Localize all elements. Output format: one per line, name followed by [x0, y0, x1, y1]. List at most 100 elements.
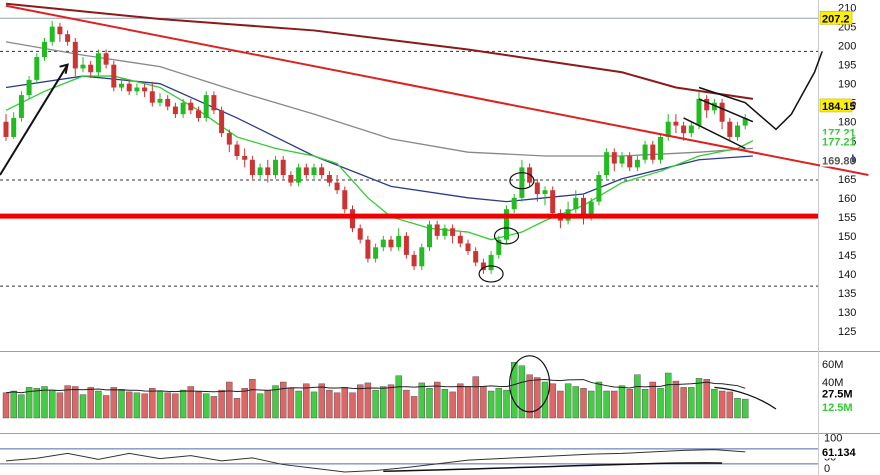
candle-body [72, 41, 78, 69]
volume-bar [87, 387, 94, 419]
candle-body [588, 201, 594, 217]
candle-body [226, 133, 232, 145]
candle-body [665, 121, 671, 137]
volume-bar [133, 392, 141, 419]
price-tag: 177.21 [822, 137, 856, 149]
oscillator-line [5, 449, 746, 473]
volume-bar [110, 387, 118, 419]
volume-bar [457, 383, 464, 419]
price-tag: 169.80 [822, 156, 856, 168]
candle-body [126, 83, 132, 92]
price-tag-box [819, 10, 853, 25]
candle-body [650, 144, 656, 160]
candle-body [319, 167, 325, 175]
candle-body [65, 34, 71, 42]
volume-bar [256, 393, 264, 419]
annotation-arrow [0, 64, 69, 176]
volume-bar [241, 388, 248, 419]
volume-tag-box [820, 386, 852, 400]
volume-bar [364, 382, 372, 419]
moving-average-line [5, 2, 754, 100]
annotation-projection [698, 51, 823, 131]
volume-bar [518, 365, 526, 419]
volume-bar [595, 381, 603, 419]
volume-bar [249, 379, 256, 419]
volume-bar [233, 398, 241, 419]
volume-bar [49, 389, 56, 419]
volume-bar [434, 381, 441, 419]
volume-bar [210, 396, 218, 419]
oscillator-tag: 61.134 [822, 447, 857, 459]
price-tick-label: 160 [838, 193, 856, 205]
candle-body [711, 102, 717, 111]
oscillator-tag-box [820, 445, 852, 459]
candle-body [519, 167, 525, 198]
volume-bar [333, 392, 341, 419]
volume-bar [541, 381, 549, 419]
volume-bar [511, 362, 518, 419]
candle-body [473, 251, 479, 263]
price-tick-label: 130 [838, 307, 856, 319]
volume-bar [95, 390, 102, 419]
candle-body [149, 91, 155, 103]
candle-body [496, 239, 502, 255]
candle-body [303, 167, 309, 175]
candle-body [26, 79, 32, 96]
volume-bar [272, 385, 279, 419]
candle-body [419, 247, 425, 267]
candle-body [296, 167, 302, 183]
price-tick-label: 155 [838, 212, 856, 224]
volume-bar [118, 389, 125, 419]
candle-body [696, 98, 702, 126]
volume-bar [495, 388, 502, 419]
candle-body [688, 125, 694, 134]
volume-bar [603, 390, 610, 419]
candle-body [488, 254, 494, 271]
candle-body [604, 152, 610, 175]
volume-tag-box [820, 399, 852, 413]
trendline [5, 4, 869, 176]
volume-tag: 12.5M [822, 402, 853, 414]
volume-bar [10, 390, 17, 419]
annotation-circle [493, 227, 520, 245]
price-tag: 207.2 [822, 13, 850, 25]
volume-tag: 27.5M [822, 388, 853, 400]
annotation-arrow [714, 386, 777, 410]
volume-bar [657, 388, 664, 419]
candle-body [165, 98, 171, 107]
candle-body [234, 144, 240, 156]
price-tag-box [819, 98, 853, 113]
volume-bar [179, 389, 187, 419]
candle-body [411, 254, 417, 267]
candle-body [257, 167, 263, 175]
candle-body [350, 209, 355, 229]
volume-bar [2, 392, 10, 419]
volume-bar [295, 390, 302, 419]
volume-bar [480, 386, 487, 419]
candle-body [273, 159, 278, 175]
volume-bar [649, 381, 656, 419]
volume-bar [226, 381, 233, 419]
candle-body [157, 98, 163, 103]
volume-bar [526, 374, 533, 419]
candle-body [3, 121, 9, 137]
candle-body [534, 182, 540, 195]
candle-body [403, 235, 409, 255]
price-tick-label: 165 [838, 174, 856, 186]
candle-body [111, 64, 117, 88]
volume-bar [688, 387, 695, 419]
volume-bar [172, 393, 179, 419]
candle-body [581, 197, 586, 217]
volume-bar [25, 387, 33, 419]
volume-bar [287, 388, 295, 419]
volume-bar [549, 383, 556, 419]
candle-body [480, 262, 486, 271]
candle-body [265, 167, 271, 175]
candle-body [742, 117, 748, 126]
moving-average-line [5, 75, 753, 203]
candle-body [288, 175, 294, 183]
volume-bar [672, 380, 680, 419]
candle-body [673, 121, 679, 126]
candle-body [627, 155, 633, 168]
volume-bar [718, 390, 726, 419]
